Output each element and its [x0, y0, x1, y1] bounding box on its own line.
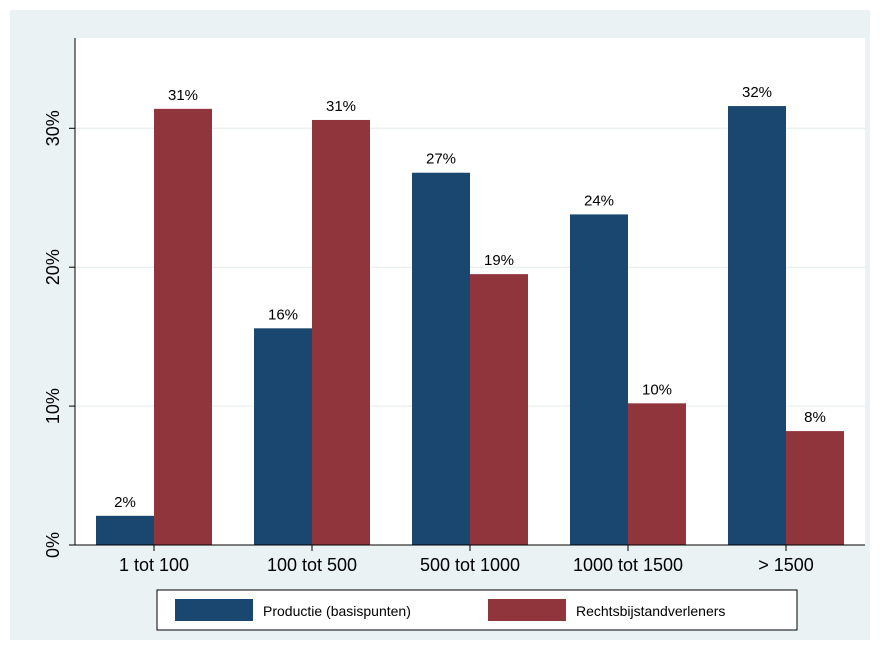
x-ticks: 1 tot 100 100 tot 500 500 tot 1000 1000 tot… — [119, 545, 814, 575]
y-tick-label: 0% — [43, 532, 63, 558]
bar-rechtsbijstand — [154, 108, 212, 545]
bar-productie — [412, 172, 470, 545]
x-tick-label: > 1500 — [758, 555, 814, 575]
bar-value-label: 8% — [804, 409, 826, 426]
bar-productie — [570, 214, 628, 546]
legend-box — [156, 589, 798, 631]
x-tick-label: 1 tot 100 — [119, 555, 189, 575]
bar-value-label: 32% — [742, 84, 772, 101]
y-tick-label: 20% — [43, 249, 63, 285]
bar-rechtsbijstand — [470, 274, 528, 545]
legend: Productie (basispunten) Rechtsbijstandver… — [156, 589, 798, 631]
bar-value-label: 16% — [268, 306, 298, 323]
bars — [96, 106, 844, 546]
bar-value-label: 31% — [326, 98, 356, 115]
bar-value-label: 10% — [642, 381, 672, 398]
x-tick-label: 500 tot 1000 — [420, 555, 520, 575]
x-tick-label: 100 tot 500 — [267, 555, 357, 575]
bar-value-label: 24% — [584, 192, 614, 209]
bar-labels: 2% 31% 16% 31% 27% 19% 24% 10% 32% 8% — [114, 84, 826, 511]
legend-swatch — [175, 599, 253, 621]
bar-productie — [254, 328, 312, 545]
bar-rechtsbijstand — [628, 403, 686, 545]
bar-value-label: 2% — [114, 494, 136, 511]
y-tick-label: 30% — [43, 110, 63, 146]
y-tick-label: 10% — [43, 388, 63, 424]
bar-value-label: 19% — [484, 252, 514, 269]
bar-rechtsbijstand — [312, 119, 370, 545]
legend-swatch — [488, 599, 566, 621]
legend-label: Rechtsbijstandverleners — [576, 603, 725, 619]
bar-productie — [728, 106, 786, 545]
bar-value-label: 27% — [426, 151, 456, 168]
legend-label: Productie (basispunten) — [263, 603, 411, 619]
bar-rechtsbijstand — [786, 431, 844, 545]
bar-productie — [96, 515, 154, 545]
bar-value-label: 31% — [168, 87, 198, 104]
y-ticks: 0% 10% 20% 30% — [43, 110, 75, 558]
x-tick-label: 1000 tot 1500 — [573, 555, 683, 575]
